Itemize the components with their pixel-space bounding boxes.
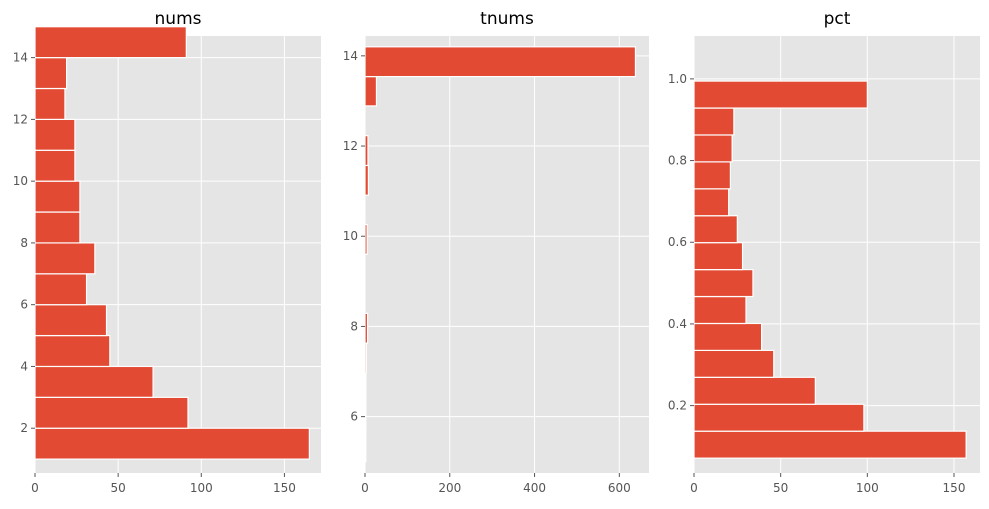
histogram-bar [693,295,747,325]
histogram-bar [364,312,369,344]
histogram-bar [364,342,367,374]
y-tick-label: 1.0 [668,72,687,86]
y-ticks-tnums: 6 8 10 12 14 [343,49,365,424]
y-tick-label: 6 [20,298,28,312]
histogram-bar [364,135,369,167]
x-tick-label: 200 [438,481,461,495]
histogram-bar [693,80,868,109]
chart-title-nums: nums [155,9,202,29]
bars-nums [34,26,310,460]
y-tick-label: 0.4 [668,317,687,331]
histogram-bar [364,223,368,255]
histogram-bar [693,134,733,163]
histogram-bar [693,269,754,298]
histogram-bar [693,188,730,217]
histogram-bar [693,242,744,271]
y-ticks-nums: 2 4 6 8 10 12 14 [13,51,35,435]
x-tick-label: 400 [523,481,546,495]
y-tick-label: 6 [350,410,358,424]
y-tick-label: 14 [13,51,28,65]
x-tick-label: 150 [943,481,966,495]
y-tick-label: 4 [20,359,28,373]
y-tick-label: 0.6 [668,235,687,249]
x-ticks-tnums: 0 200 400 600 [361,473,631,495]
x-tick-label: 600 [608,481,631,495]
panel-tnums: 0 200 400 600 6 8 10 12 14 tnums [343,9,649,495]
histogram-bar [693,349,775,378]
histogram-bar [34,87,66,120]
histogram-bar [34,149,76,182]
histogram-bar [364,372,367,404]
histogram-bar [364,46,637,78]
y-tick-label: 8 [350,319,358,333]
y-tick-label: 0.2 [668,399,687,413]
histogram-bar [34,211,81,244]
x-tick-label: 50 [773,481,788,495]
y-tick-label: 0.8 [668,154,687,168]
y-tick-label: 2 [20,421,28,435]
y-tick-label: 12 [13,112,28,126]
histogram-bar [34,304,108,337]
histogram-bar [693,107,735,136]
histogram-bar [364,431,367,463]
histogram-bar [34,396,189,429]
histogram-bar [34,365,154,398]
histogram-bar [34,180,81,213]
x-ticks-pct: 0 50 100 150 [690,473,965,495]
histogram-bar [693,215,738,244]
x-tick-label: 150 [273,481,296,495]
y-tick-label: 8 [20,236,28,250]
histogram-bar [34,118,76,151]
histogram-bar [34,26,187,59]
histogram-bar [34,57,68,90]
histogram-bar [34,242,96,275]
histogram-bar [693,430,967,459]
chart-title-tnums: tnums [480,9,534,29]
x-ticks-nums: 0 50 100 150 [31,473,296,495]
histogram-bar [693,403,865,432]
x-tick-label: 100 [856,481,879,495]
histogram-bar [34,334,111,368]
y-ticks-pct: 0.2 0.4 0.6 0.8 1.0 [668,72,694,413]
y-tick-label: 12 [343,139,358,153]
x-tick-label: 0 [31,481,39,495]
histogram-bar [364,164,369,196]
y-tick-label: 10 [13,174,28,188]
y-tick-label: 14 [343,49,358,63]
plot-area-tnums [365,36,649,473]
bars-tnums [364,46,637,463]
x-tick-label: 0 [690,481,698,495]
bars-pct [693,80,967,459]
histogram-bar [693,322,763,351]
histogram-bar [364,75,378,107]
panel-nums: 0 50 100 150 2 4 6 8 10 12 14 nums [13,9,321,495]
x-tick-label: 50 [110,481,125,495]
histogram-bar [34,427,310,460]
histogram-bar [364,402,367,433]
histogram-bar [34,273,88,306]
histogram-bar [693,376,816,405]
x-tick-label: 0 [361,481,369,495]
panel-pct: 0 50 100 150 0.2 0.4 0.6 0.8 1.0 pct [668,9,980,495]
chart-title-pct: pct [824,9,851,29]
histogram-bar [693,161,732,190]
x-tick-label: 100 [190,481,213,495]
y-tick-label: 10 [343,229,358,243]
